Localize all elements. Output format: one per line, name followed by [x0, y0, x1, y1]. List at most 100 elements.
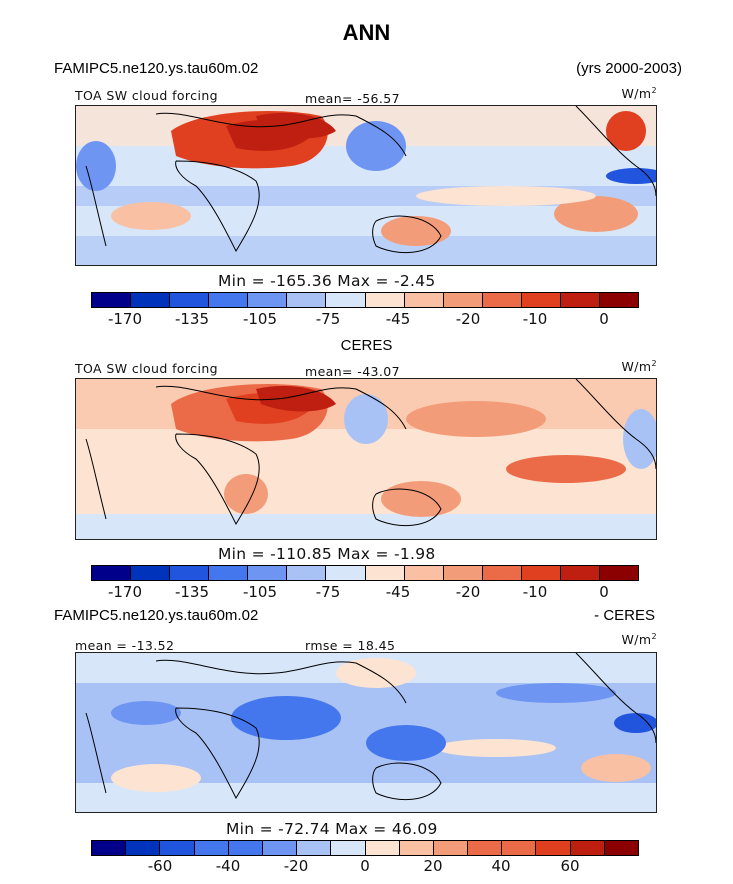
- cb1-swatch: [170, 293, 210, 307]
- cb2-tick: -170: [107, 583, 143, 601]
- cb3-swatch: [468, 841, 503, 855]
- cb2-swatch: [92, 566, 132, 580]
- cb3-tick: 60: [560, 857, 580, 875]
- panel1-south-band: [76, 236, 656, 265]
- panel1-map: [75, 105, 657, 266]
- cb3-tick: -40: [215, 857, 241, 875]
- panel2-s-africa: [224, 474, 268, 514]
- cb2-swatch: [287, 566, 327, 580]
- panel3-atlantic-blue: [111, 701, 181, 725]
- cb2-swatch: [404, 566, 444, 580]
- panel3-map-svg: [76, 653, 656, 812]
- cb3-swatch: [160, 841, 195, 855]
- cb3-swatch: [331, 841, 366, 855]
- panel3-mean: mean = -13.52: [75, 638, 175, 653]
- panel2-units: W/m2: [621, 359, 657, 375]
- panel3-c-pacific-warm: [436, 739, 556, 757]
- panel1-s-atlantic: [111, 202, 191, 230]
- panel1-minmax: Min = -165.36 Max = -2.45: [218, 272, 436, 290]
- panel2-mean: mean= -43.07: [305, 364, 400, 379]
- panel3-subtitle-left: FAMIPC5.ne120.ys.tau60m.02: [54, 607, 259, 624]
- cb3-swatch: [502, 841, 537, 855]
- cb3-swatch: [194, 841, 229, 855]
- case-name: FAMIPC5.ne120.ys.tau60m.02: [54, 60, 259, 77]
- panel1-indian-blue: [346, 121, 406, 171]
- panel2-minmax: Min = -110.85 Max = -1.98: [218, 545, 436, 563]
- panel3-subtitle-right: - CERES: [594, 607, 655, 624]
- panel3-e-pacific-blue: [614, 713, 656, 733]
- figure-title: ANN: [342, 20, 391, 45]
- cb1-swatch: [248, 293, 288, 307]
- years-label: (yrs 2000-2003): [576, 60, 682, 77]
- panel1-australia: [381, 216, 451, 246]
- cb3-tick: -60: [147, 857, 173, 875]
- panel1-w-edge-blue: [76, 141, 116, 191]
- cb1-swatch: [131, 293, 171, 307]
- cb1-tick: -45: [385, 310, 411, 328]
- cb1-swatch: [92, 293, 132, 307]
- cb1-swatch: [482, 293, 522, 307]
- panel2-n-pacific: [406, 401, 546, 437]
- cb1-swatch: [287, 293, 327, 307]
- panel3-colorbar: [91, 840, 639, 856]
- cb3-swatch: [228, 841, 263, 855]
- panel2-map: [75, 378, 657, 540]
- panel1-variable: TOA SW cloud forcing: [75, 88, 218, 103]
- panel3-se-pacific-warm: [581, 754, 651, 782]
- panel2-c-pacific: [506, 455, 626, 483]
- panel2-indian-blue: [344, 394, 388, 444]
- panel2-australia: [381, 481, 461, 517]
- cb1-swatch: [443, 293, 483, 307]
- cb1-swatch: [521, 293, 561, 307]
- cb3-swatch: [536, 841, 571, 855]
- panel1-coastlines: [85, 106, 656, 254]
- panel3-maritime-blue: [366, 725, 446, 761]
- panel2-coastlines: [85, 379, 656, 527]
- panel1-mean: mean= -56.57: [305, 91, 400, 106]
- panel3-s-atlantic-warm: [111, 764, 201, 792]
- panel3-rmse: rmse = 18.45: [305, 638, 396, 653]
- cb2-swatch: [521, 566, 561, 580]
- panel1-n-america: [606, 111, 646, 151]
- panel3-arabia-warm: [336, 658, 416, 688]
- cb1-swatch: [404, 293, 444, 307]
- panel1-map-svg: [76, 106, 656, 265]
- cb2-tick: -20: [455, 583, 481, 601]
- cb1-swatch: [560, 293, 601, 307]
- panel1-c-pacific: [416, 186, 596, 206]
- cb2-tick: -45: [385, 583, 411, 601]
- cb3-swatch: [365, 841, 400, 855]
- cb2-swatch: [170, 566, 210, 580]
- cb2-swatch: [482, 566, 522, 580]
- panel2-e-pacific-blue: [623, 409, 656, 469]
- cb3-tick: 40: [491, 857, 511, 875]
- panel1-units: W/m2: [621, 86, 657, 102]
- cb1-tick: -105: [242, 310, 278, 328]
- cb1-swatch: [326, 293, 366, 307]
- panel2-map-svg: [76, 379, 656, 539]
- cb1-swatch: [600, 293, 639, 307]
- panel2-south-band: [76, 514, 656, 539]
- cb1-tick: -135: [174, 310, 210, 328]
- cb1-tick: -170: [107, 310, 143, 328]
- cb2-swatch: [131, 566, 171, 580]
- panel2-colorbar: [91, 565, 639, 581]
- cb2-tick: -75: [315, 583, 341, 601]
- cb2-tick: 0: [599, 583, 609, 601]
- cb2-tick: -105: [242, 583, 278, 601]
- panel2-arabia-core: [256, 385, 336, 412]
- cb3-swatch: [126, 841, 161, 855]
- panel3-units: W/m2: [621, 632, 657, 648]
- cb1-swatch: [209, 293, 249, 307]
- cb2-swatch: [248, 566, 288, 580]
- cb3-swatch: [92, 841, 127, 855]
- cb3-swatch: [433, 841, 469, 855]
- panel2-variable: TOA SW cloud forcing: [75, 361, 218, 376]
- cb2-swatch: [600, 566, 639, 580]
- panel1-se-pacific: [554, 196, 638, 232]
- cb2-swatch: [443, 566, 483, 580]
- panel2-subtitle: CERES: [340, 337, 393, 354]
- cb3-swatch: [262, 841, 298, 855]
- cb2-swatch: [365, 566, 405, 580]
- cb2-tick: -135: [174, 583, 210, 601]
